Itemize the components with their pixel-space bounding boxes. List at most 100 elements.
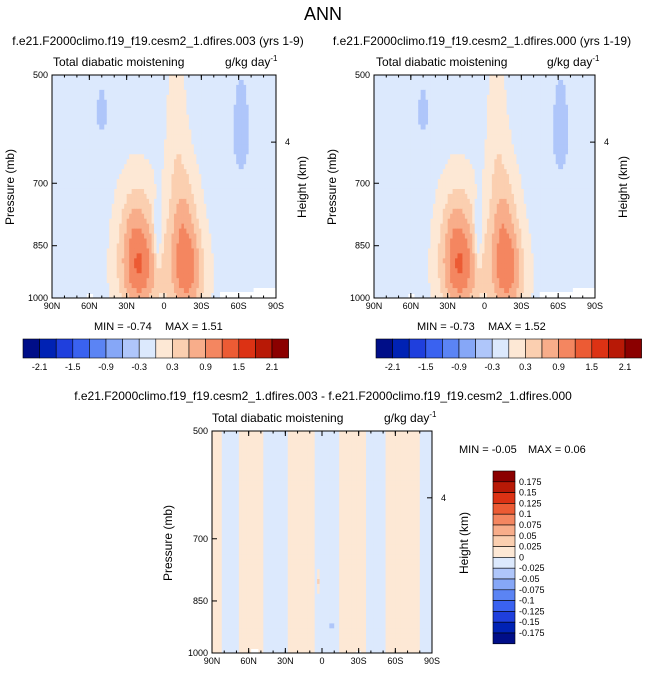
field-cell — [273, 268, 277, 274]
field-cell — [499, 109, 503, 116]
field-cell — [193, 134, 197, 140]
field-cell — [106, 233, 110, 239]
field-cell — [69, 139, 73, 145]
field-cell — [543, 79, 547, 86]
field-cell — [71, 134, 75, 140]
field-cell — [173, 263, 177, 269]
field-cell — [236, 283, 240, 289]
field-cell — [226, 184, 230, 190]
field-cell — [233, 79, 237, 86]
field-cell — [198, 154, 202, 160]
field-cell — [218, 184, 222, 190]
field-cell — [126, 79, 130, 86]
field-cell — [159, 149, 162, 155]
field-cell — [61, 208, 65, 215]
field-cell — [223, 144, 227, 150]
field-cell — [104, 228, 108, 234]
field-cell — [450, 79, 453, 86]
field-cell — [164, 134, 167, 140]
field-cell — [191, 213, 195, 220]
field-cell — [191, 134, 195, 140]
field-cell — [61, 99, 65, 106]
field-cell — [271, 179, 274, 185]
field-cell — [154, 89, 157, 96]
field-cell — [121, 174, 125, 180]
field-cell — [81, 79, 85, 86]
field-cell — [491, 84, 495, 91]
field-cell — [94, 248, 98, 254]
field-cell — [161, 114, 165, 120]
field-cell — [91, 248, 95, 254]
field-cell — [109, 134, 113, 140]
field-cell — [251, 169, 254, 175]
field-cell — [131, 159, 135, 165]
x-tick-label: 30S — [193, 301, 209, 311]
field-cell — [216, 218, 220, 225]
field-cell — [173, 248, 177, 254]
field-cell — [198, 119, 202, 125]
field-cell — [248, 238, 252, 244]
field-cell — [144, 169, 147, 175]
field-cell — [89, 99, 93, 106]
field-cell — [84, 124, 88, 130]
field-cell — [191, 203, 195, 210]
field-cell — [104, 263, 108, 269]
field-cell — [79, 149, 83, 155]
field-cell — [168, 84, 172, 91]
field-cell — [146, 283, 150, 289]
field-cell — [271, 94, 274, 101]
field-cell — [226, 75, 230, 81]
field-cell — [213, 89, 217, 96]
field-cell — [71, 268, 75, 274]
field-cell — [139, 169, 142, 175]
field-cell — [186, 139, 190, 145]
field-cell — [54, 248, 58, 254]
field-cell — [248, 99, 252, 106]
field-cell — [555, 89, 559, 96]
field-cell — [440, 89, 444, 96]
field-cell — [374, 75, 377, 81]
field-cell — [430, 119, 434, 125]
field-cell — [156, 218, 160, 225]
field-cell — [479, 94, 483, 101]
field-cell — [450, 114, 453, 120]
field-cell — [129, 99, 133, 106]
field-cell — [206, 169, 210, 175]
field-cell — [178, 169, 182, 175]
field-cell — [560, 84, 564, 91]
field-cell — [437, 89, 441, 96]
field-cell — [509, 75, 512, 81]
field-cell — [191, 253, 195, 259]
field-cell — [139, 218, 142, 225]
field-cell — [56, 159, 60, 165]
field-cell — [183, 243, 187, 249]
field-cell — [383, 99, 387, 106]
field-cell — [457, 99, 461, 106]
field-cell — [590, 94, 593, 101]
field-cell — [420, 109, 424, 116]
field-cell — [171, 258, 175, 264]
field-cell — [131, 174, 135, 180]
field-cell — [171, 154, 175, 160]
field-cell — [211, 213, 215, 220]
field-cell — [482, 109, 485, 116]
field-cell — [430, 75, 434, 81]
field-cell — [114, 129, 118, 135]
field-cell — [64, 164, 68, 170]
field-cell — [445, 79, 449, 86]
field-cell — [111, 253, 115, 259]
field-cell — [131, 293, 135, 299]
field-cell — [183, 144, 187, 150]
field-cell — [231, 213, 235, 220]
field-cell — [129, 184, 133, 190]
field-cell — [228, 253, 232, 259]
field-cell — [101, 75, 105, 81]
field-cell — [144, 109, 147, 116]
field-cell — [558, 84, 562, 91]
field-cell — [154, 278, 157, 284]
field-cell — [415, 89, 419, 96]
field-cell — [263, 124, 267, 130]
field-cell — [86, 188, 90, 195]
field-cell — [464, 79, 468, 86]
field-cell — [168, 119, 172, 125]
